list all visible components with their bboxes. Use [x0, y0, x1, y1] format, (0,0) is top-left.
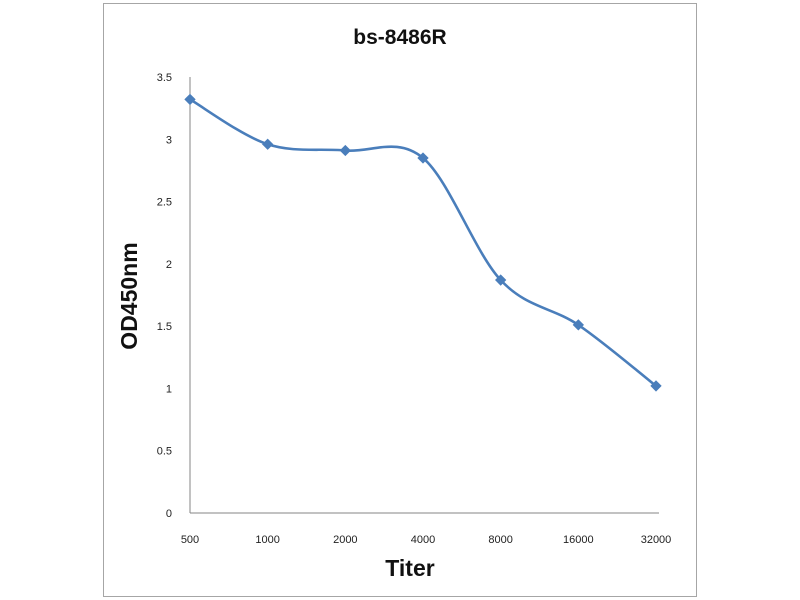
series-line [189, 98, 657, 387]
x-tick-label: 2000 [333, 534, 357, 546]
y-tick-label: 1 [166, 383, 172, 395]
x-axis-label: Titer [385, 555, 434, 581]
y-tick-label: 3 [166, 134, 172, 146]
x-tick-label: 4000 [411, 534, 435, 546]
x-tick-label: 1000 [255, 534, 279, 546]
data-point-marker [495, 274, 507, 286]
data-point-marker [572, 319, 584, 331]
x-tick-label: 32000 [641, 534, 672, 546]
y-tick-label: 0.5 [157, 446, 172, 458]
y-tick-label: 2.5 [157, 197, 172, 209]
y-axis-label: OD450nm [116, 242, 142, 349]
x-tick-label: 500 [181, 534, 199, 546]
chart-frame [103, 3, 697, 597]
y-tick-label: 2 [166, 259, 172, 271]
data-point-marker [650, 380, 662, 392]
data-point-marker [339, 144, 351, 157]
y-tick-label: 0 [166, 508, 172, 520]
data-point-marker [417, 152, 429, 164]
x-tick-label: 16000 [563, 534, 594, 546]
x-tick-label: 8000 [488, 534, 512, 546]
y-tick-label: 3.5 [157, 72, 172, 84]
data-point-marker [262, 138, 274, 150]
chart-title: bs-8486R [353, 26, 446, 49]
y-tick-label: 1.5 [157, 321, 172, 333]
